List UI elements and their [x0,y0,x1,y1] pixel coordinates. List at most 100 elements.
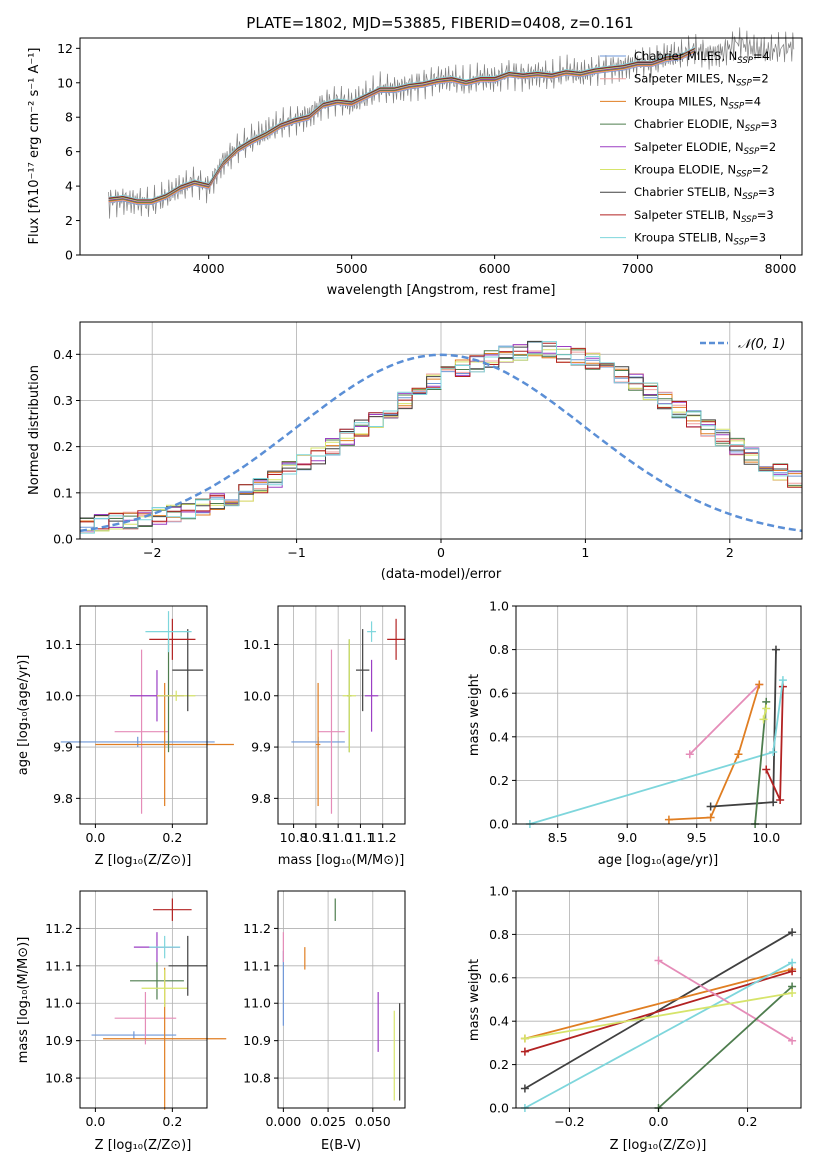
legend-entry-sub: SSP [745,124,761,134]
mass-weight-line [668,684,761,821]
y-tick-label: 10.9 [45,1033,73,1048]
residual-ticks: −2 −1 0 1 2 0.0 0.1 0.2 0.3 0.4 [53,347,734,560]
legend-entry-tail: =3 [749,231,766,245]
mass-vs-Z-ylabel: mass [log₁₀(M/M⊙)] [16,937,31,1064]
y-tick-label: 0.0 [53,532,73,547]
y-tick-label: 0.6 [489,970,509,985]
y-tick-label: 0.8 [489,642,509,657]
mass-vs-ebv-plot-area [278,891,405,1108]
legend-entry-sub: SSP [742,192,758,202]
y-tick-label: 0.4 [489,729,509,744]
mass-weight-marker [762,704,771,713]
legend-entry: Chabrier MILES, NSSP=4 [634,49,770,66]
y-tick-label: 0.4 [489,1014,509,1029]
y-tick-label: 11.1 [243,958,271,973]
y-tick-label: 10.8 [45,1071,73,1086]
spectrum-ylabel: Flux [fλ10⁻¹⁷ erg cm⁻² s⁻¹ A⁻¹] [27,48,42,245]
legend-entry: Chabrier ELODIE, NSSP=3 [634,117,777,134]
y-tick-label: 11.1 [45,958,73,973]
y-tick-label: 10 [57,75,73,90]
massweight-vs-age-xlabel: age [log₁₀(age/yr)] [598,853,719,868]
x-tick-label: 0.0 [85,1114,105,1129]
massweight-vs-Z-ylabel: mass weight [467,959,482,1041]
age-vs-Z-ticks: 0.0 0.2 9.8 9.9 10.0 10.1 [45,637,182,845]
residual-xlabel: (data-model)/error [381,567,502,582]
legend-entry-sub: SSP [737,56,753,66]
x-tick-label: 5000 [336,261,368,276]
age-vs-mass-xlabel: mass [log₁₀(M/M⊙)] [278,853,405,868]
residual-ylabel: Normed distribution [27,365,42,495]
gaussian-curve [79,353,803,533]
y-tick-label: 8 [65,110,73,125]
y-tick-label: 1.0 [489,884,509,899]
model-spectrum-line [108,52,695,205]
legend-entry-main: Salpeter ELODIE, N [634,140,744,154]
model-spectrum-line [108,50,695,204]
mass-weight-line [689,683,760,755]
x-tick-label: 0 [437,545,445,560]
x-tick-label: 0.000 [265,1114,301,1129]
y-tick-label: 0 [65,248,73,263]
mass-weight-marker [654,956,663,965]
x-tick-label: 0.025 [310,1114,346,1129]
mass-weight-marker [706,813,715,822]
model-spectrum-line [108,51,695,205]
mass-weight-line [658,959,793,1042]
massweight-vs-Z-plot-area [516,890,801,1112]
legend-entry-main: Salpeter STELIB, N [634,208,741,222]
legend-entry-tail: =4 [744,94,761,108]
mass-weight-marker [762,765,771,774]
x-tick-label: 4000 [193,261,225,276]
mass-weight-marker [788,1036,797,1045]
mass-weight-marker [776,796,785,805]
model-spectrum-line [108,48,695,201]
y-tick-label: 0.2 [489,1057,509,1072]
massweight-vs-age-ticks: 8.5 9.0 9.5 10.0 0.0 0.2 0.4 0.6 0.8 1.0 [489,599,780,846]
mass-weight-marker [685,750,694,759]
x-tick-label: −2 [143,545,161,560]
legend-entry-tail: =3 [760,117,777,131]
y-tick-label: 9.9 [53,740,73,755]
legend-entry-main: Chabrier MILES, N [634,49,737,63]
mass-weight-marker [788,988,797,997]
mass-vs-Z-plot-area [80,891,227,1110]
y-tick-label: 6 [65,144,73,159]
x-tick-label: 10.8 [280,830,308,845]
age-vs-Z-panel: 0.0 0.2 9.8 9.9 10.0 10.1 Z [log₁₀(Z/Z⊙)] age… [16,605,234,868]
spectrum-panel: 4000 5000 6000 7000 8000 0 2 4 6 8 10 12 Chabrier M… [27,27,803,298]
x-tick-label: 7000 [622,261,654,276]
legend-entry-tail: =3 [757,208,774,222]
legend-entry-tail: =2 [752,163,769,177]
residual-histogram [80,341,802,534]
x-tick-label: 0.0 [649,1114,669,1129]
age-vs-mass-axes-frame [277,605,406,825]
spectrum-ticks: 4000 5000 6000 7000 8000 0 2 4 6 8 10 12 [57,41,796,276]
legend-entry-tail: =2 [759,140,776,154]
y-tick-label: 0.3 [53,393,73,408]
y-tick-label: 9.8 [53,791,73,806]
x-tick-label: 9.5 [687,830,707,845]
x-tick-label: 6000 [479,261,511,276]
y-tick-label: 10.0 [243,688,271,703]
y-tick-label: 4 [65,179,73,194]
mass-vs-ebv-axes-frame [277,890,406,1109]
legend-entry-main: Salpeter MILES, N [634,72,736,86]
y-tick-label: 10.9 [243,1033,271,1048]
y-tick-label: 2 [65,213,73,228]
y-tick-label: 0.8 [489,927,509,942]
mass-weight-marker [664,815,673,824]
y-tick-label: 11.2 [45,921,73,936]
x-tick-label: 10.9 [302,830,330,845]
y-tick-label: 0.0 [489,817,509,832]
y-tick-label: 0.4 [53,347,73,362]
legend-entry-sub: SSP [736,79,752,89]
mass-weight-marker [706,802,715,811]
mass-vs-Z-panel: 0.0 0.2 10.8 10.9 11.0 11.1 11.2 Z [log₁₀(Z/Z⊙… [16,890,227,1153]
spectrum-axes-frame [79,37,803,256]
x-tick-label: 9.0 [617,830,637,845]
legend-entry-sub: SSP [729,101,745,111]
y-tick-label: 10.0 [45,688,73,703]
mass-weight-marker [788,928,797,937]
mass-vs-ebv-xlabel: E(B-V) [321,1138,361,1153]
